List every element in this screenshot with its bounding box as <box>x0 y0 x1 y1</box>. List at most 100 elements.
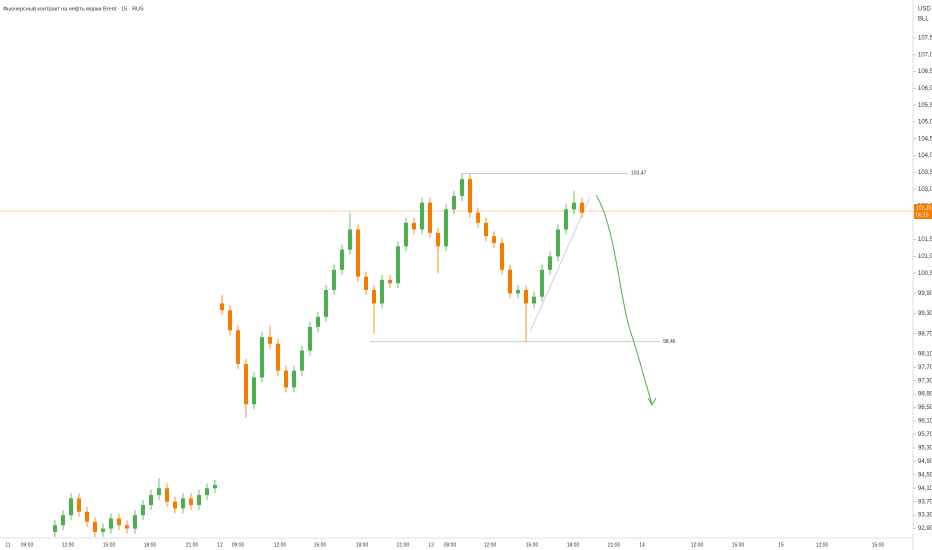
candle-body <box>197 494 201 506</box>
candle-body <box>420 202 424 230</box>
candle-body <box>141 505 145 516</box>
candle-body <box>348 229 352 250</box>
x-tick-label: 09:00 <box>21 542 34 548</box>
x-tick-label: 12:00 <box>274 542 287 548</box>
candle-body <box>308 326 312 351</box>
candle-body <box>181 498 185 509</box>
candle-body <box>213 484 217 489</box>
x-tick-label: 21:00 <box>608 542 621 548</box>
candle-body <box>364 276 368 290</box>
x-tick-label: 14 <box>639 542 645 548</box>
candle-body <box>125 525 129 529</box>
y-tick-label: 99,30 <box>918 311 932 317</box>
current-price-time: 06:15 <box>916 212 929 218</box>
candle-body <box>109 518 113 529</box>
candle-body <box>340 249 344 270</box>
candle-body <box>149 494 153 506</box>
candle-body <box>524 289 528 304</box>
y-tick-label: 97,70 <box>918 365 932 371</box>
y-tick-label: 94,90 <box>918 459 932 465</box>
y-tick-label: 98,10 <box>918 351 932 357</box>
candle-body <box>284 370 288 388</box>
level-label: 103,47 <box>631 171 647 177</box>
candle-body <box>244 363 248 405</box>
candle-body <box>292 370 296 388</box>
candle-body <box>220 303 224 311</box>
candle-body <box>564 209 568 230</box>
candle-body <box>205 488 209 495</box>
candle-body <box>516 289 520 294</box>
candle-body <box>93 521 97 532</box>
x-tick-label: 09:00 <box>232 542 245 548</box>
y-tick-label: 107,00 <box>918 52 932 58</box>
candle-body <box>85 511 89 522</box>
y-tick-label: 106,00 <box>918 86 932 92</box>
x-tick-label: 21:00 <box>186 542 199 548</box>
candle-body <box>53 525 57 532</box>
candle-body <box>101 528 105 532</box>
x-tick-label: 18:00 <box>144 542 157 548</box>
x-tick-label: 12:00 <box>816 542 829 548</box>
x-tick-label: 12:00 <box>484 542 497 548</box>
candle-body <box>276 343 280 371</box>
y-tick-label: 96,90 <box>918 392 932 398</box>
y-tick-label: 98,70 <box>918 331 932 337</box>
candle-body <box>580 202 584 213</box>
unit: BLL <box>918 17 929 23</box>
candle-body <box>324 289 328 317</box>
y-tick-label: 106,50 <box>918 69 932 75</box>
candle-body <box>189 498 193 506</box>
candle-body <box>252 377 256 405</box>
candle-body <box>532 296 536 304</box>
candle-body <box>77 498 81 512</box>
x-tick-label: 15:00 <box>732 542 745 548</box>
y-tick-label: 93,70 <box>918 499 932 505</box>
candle-body <box>428 202 432 233</box>
candle-body <box>268 337 272 344</box>
candle-body <box>500 242 504 270</box>
forecast-arrow-head <box>647 397 657 407</box>
candle-body <box>165 488 169 502</box>
x-tick-label: 15 <box>778 542 784 548</box>
x-tick-label: 15:00 <box>872 542 885 548</box>
candle-body <box>476 212 480 223</box>
y-tick-label: 104,00 <box>918 153 932 159</box>
candle-body <box>484 222 488 237</box>
x-tick-label: 11 <box>5 542 10 548</box>
y-tick-label: 101,50 <box>918 237 932 243</box>
candle-body <box>372 289 376 304</box>
forecast-arrow <box>595 194 653 405</box>
candle-body <box>436 232 440 247</box>
candle-body <box>556 229 560 257</box>
x-tick-label: 18:00 <box>356 542 369 548</box>
candle-body <box>356 229 360 277</box>
x-tick-label: 12:00 <box>62 542 75 548</box>
candle-body <box>540 269 544 297</box>
candle-body <box>492 236 496 243</box>
candle-body <box>380 279 384 304</box>
candle-body <box>173 501 177 509</box>
y-tick-label: 99,90 <box>918 291 932 297</box>
x-tick-label: 13 <box>428 542 434 548</box>
candle-body <box>396 246 400 284</box>
y-tick-label: 105,00 <box>918 120 932 126</box>
current-price-tag <box>914 204 932 220</box>
candle-body <box>300 350 304 371</box>
level-label: 98,46 <box>663 339 676 345</box>
x-tick-label: 12 <box>217 542 223 548</box>
candle-body <box>548 256 552 270</box>
y-tick-label: 96,50 <box>918 405 932 411</box>
y-tick-label: 93,30 <box>918 513 932 519</box>
candle-body <box>69 498 73 516</box>
currency: USD <box>918 7 931 13</box>
x-tick-label: 18:00 <box>567 542 580 548</box>
x-tick-label: 15:00 <box>314 542 327 548</box>
candle-body <box>228 310 232 331</box>
y-tick-label: 107,50 <box>918 36 932 42</box>
y-tick-label: 96,10 <box>918 419 932 425</box>
candle-body <box>388 279 392 284</box>
y-tick-label: 101,00 <box>918 254 932 260</box>
y-tick-label: 104,50 <box>918 136 932 142</box>
candle-body <box>572 202 576 210</box>
